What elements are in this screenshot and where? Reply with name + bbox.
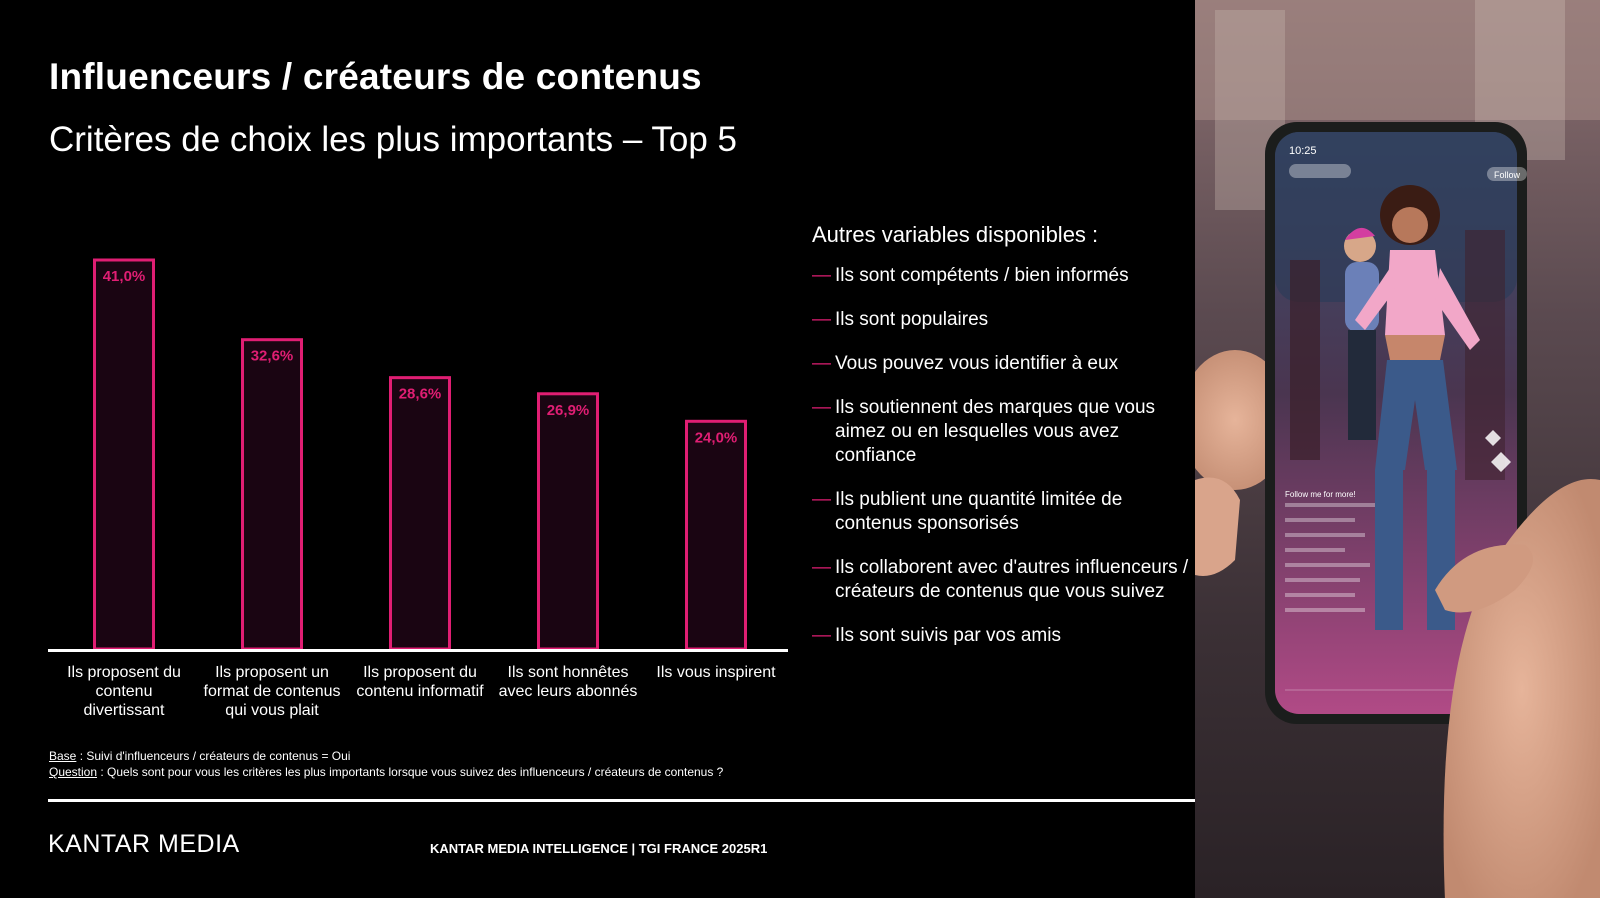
footnote: Base : Suivi d'influenceurs / créateurs … xyxy=(49,748,723,780)
footer-divider xyxy=(48,799,1553,802)
follow-button: Follow xyxy=(1494,170,1521,180)
bar-value-label: 26,9% xyxy=(547,402,590,419)
other-variable-label: Vous pouvez vous identifier à eux xyxy=(835,353,1119,374)
bar-chart: 41,0% Ils proposent du contenu divertissant… xyxy=(48,258,788,719)
footnote-question-text: : Quels sont pour vous les critères les … xyxy=(97,765,724,779)
page-subtitle: Critères de choix les plus importants – … xyxy=(49,120,738,159)
footnote-question-label: Question xyxy=(49,765,98,779)
category-label-line: Ils proposent du xyxy=(363,664,477,681)
source-text: KANTAR MEDIA INTELLIGENCE | TGI FRANCE 2… xyxy=(430,841,768,856)
kantar-media-logo: KANTAR MEDIA xyxy=(48,830,240,859)
phone-illustration: 10:25 Follow Follow me for more! xyxy=(1195,0,1600,898)
other-variable-label: Ils sont compétents / bien informés xyxy=(835,265,1129,286)
category-label-line: Ils vous inspirent xyxy=(656,664,776,681)
phone-time: 10:25 xyxy=(1289,145,1317,157)
other-variable-label: Ils sont suivis par vos amis xyxy=(835,625,1061,646)
category-label-line: Ils proposent du xyxy=(67,664,181,681)
bar-value-label: 32,6% xyxy=(251,348,294,365)
bullet-dash-icon: — xyxy=(812,625,831,646)
bullet-dash-icon: — xyxy=(812,265,831,286)
category-label-line: Ils sont honnêtes xyxy=(508,664,629,681)
footnote-base-text: : Suivi d'influenceurs / créateurs de co… xyxy=(76,749,351,763)
category-label-line: format de contenus xyxy=(204,683,341,700)
other-variable-label: Ils soutiennent des marques que vous aim… xyxy=(835,397,1156,466)
bar-value-label: 24,0% xyxy=(695,429,738,446)
bullet-dash-icon: — xyxy=(812,353,831,374)
other-variables-title: Autres variables disponibles : xyxy=(812,222,1099,247)
bar xyxy=(93,258,155,651)
other-variable-item: — Ils soutiennent des marques que vous ai… xyxy=(812,396,1192,468)
other-variable-item: — Ils sont suivis par vos amis xyxy=(812,624,1192,648)
bar-value-label: 41,0% xyxy=(103,268,146,285)
bar-value-label: 28,6% xyxy=(399,386,442,403)
other-variable-item: — Ils collaborent avec d'autres influence… xyxy=(812,556,1192,604)
bar xyxy=(685,419,747,651)
category-label-line: avec leurs abonnés xyxy=(499,683,638,700)
bar xyxy=(241,338,303,651)
logo-media: MEDIA xyxy=(150,830,240,858)
category-label: Ils proposent un format de contenus qui vo… xyxy=(204,664,341,719)
other-variable-item: — Ils sont populaires xyxy=(812,308,1192,332)
category-label-line: contenu xyxy=(96,683,153,700)
footnote-base: Base : Suivi d'influenceurs / créateurs … xyxy=(49,748,723,764)
other-variable-item: — Ils sont compétents / bien informés xyxy=(812,264,1192,288)
footnote-question: Question : Quels sont pour vous les crit… xyxy=(49,764,723,780)
category-label-line: contenu informatif xyxy=(356,683,484,700)
bullet-dash-icon: — xyxy=(812,557,831,578)
category-label-line: Ils proposent un xyxy=(215,664,329,681)
bullet-dash-icon: — xyxy=(812,397,831,418)
category-label: Ils vous inspirent xyxy=(656,664,776,681)
other-variable-item: — Ils publient une quantité limitée de co… xyxy=(812,488,1192,536)
category-label-line: qui vous plait xyxy=(225,702,319,719)
footnote-base-label: Base xyxy=(49,749,77,763)
category-label-line: divertissant xyxy=(84,702,165,719)
phone-photo: 10:25 Follow Follow me for more! xyxy=(1195,0,1600,898)
other-variable-label: Ils publient une quantité limitée de con… xyxy=(835,489,1123,534)
other-variables-list: — Ils sont compétents / bien informés — Ils… xyxy=(812,264,1192,648)
bar xyxy=(537,392,599,651)
page-title: Influenceurs / créateurs de contenus xyxy=(49,56,702,97)
category-label: Ils proposent du contenu informatif xyxy=(356,664,484,700)
category-label: Ils sont honnêtes avec leurs abonnés xyxy=(499,664,638,700)
bar xyxy=(389,376,451,651)
other-variable-item: — Vous pouvez vous identifier à eux xyxy=(812,352,1192,376)
logo-kantar: KANTAR xyxy=(48,830,151,858)
phone-caption: Follow me for more! xyxy=(1285,490,1356,499)
other-variable-label: Ils sont populaires xyxy=(835,309,989,330)
bullet-dash-icon: — xyxy=(812,489,831,510)
bullet-dash-icon: — xyxy=(812,309,831,330)
other-variables-panel: Autres variables disponibles : — Ils sont… xyxy=(812,222,1192,668)
category-label: Ils proposent du contenu divertissant xyxy=(67,664,181,719)
other-variable-label: Ils collaborent avec d'autres influenceu… xyxy=(835,557,1189,602)
